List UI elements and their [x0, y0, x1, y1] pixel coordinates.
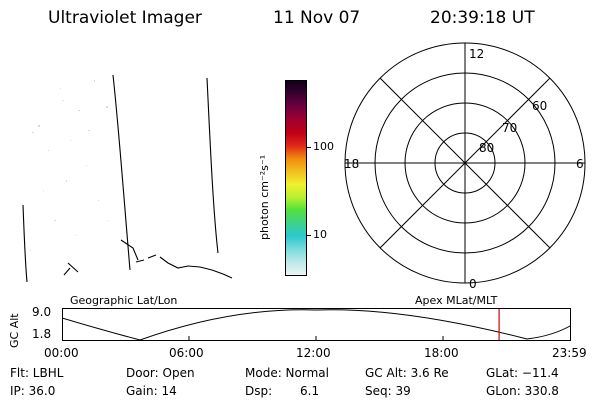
- gain-label: Gain: 14: [126, 384, 177, 398]
- instrument-title: Ultraviolet Imager: [48, 8, 202, 28]
- mode-label: Mode: Normal: [245, 366, 329, 380]
- timeline-left-label: Geographic Lat/Lon: [70, 294, 178, 307]
- mlat-label-70: 70: [502, 121, 517, 135]
- time-tick-1800: 18:00: [424, 346, 459, 360]
- colorbar-ticks: 100 10: [307, 80, 347, 276]
- mlt-label-6: 6: [576, 157, 584, 171]
- mlt-label-12: 12: [469, 47, 484, 61]
- coastline-outlines: [22, 74, 233, 283]
- timeline-y-min: 1.8: [32, 327, 52, 341]
- geographic-image-panel: [22, 74, 233, 283]
- diagonal-2: [379, 77, 551, 249]
- altitude-curve: [62, 309, 571, 341]
- noise-speckles: [30, 80, 109, 251]
- altitude-timeline: [62, 308, 571, 341]
- polar-mlat-mlt-plot: 12 6 0 18 60 70 80: [344, 42, 586, 291]
- ip-label: IP: 36.0: [10, 384, 56, 398]
- timeline-y-axis-label: GC Alt: [8, 313, 21, 348]
- time-tick-1200: 12:00: [296, 346, 331, 360]
- colorbar: [285, 80, 307, 276]
- colorbar-tick-label: 100: [313, 140, 334, 153]
- glon-label: GLon: 330.8: [486, 384, 559, 398]
- colorbar-tick-label: 10: [313, 228, 327, 241]
- colorbar-unit-label: photon cm⁻²s⁻¹: [258, 154, 271, 240]
- time-tick-0000: 00:00: [44, 346, 79, 360]
- time-tick-0600: 06:00: [169, 346, 204, 360]
- mlt-label-0: 0: [469, 277, 477, 291]
- timeline-ticks: [188, 336, 444, 341]
- date-label: 11 Nov 07: [273, 8, 361, 28]
- dsp-label: Dsp:: [245, 384, 273, 398]
- filter-label: Flt: LBHL: [10, 366, 64, 380]
- mlat-label-60: 60: [532, 99, 547, 113]
- seq-label: Seq: 39: [365, 384, 411, 398]
- gc-alt-label: GC Alt: 3.6 Re: [365, 366, 449, 380]
- timeline-y-max: 9.0: [32, 305, 52, 319]
- timeline-right-label: Apex MLat/MLT: [415, 294, 498, 307]
- time-tick-2359: 23:59: [552, 346, 587, 360]
- door-label: Door: Open: [126, 366, 195, 380]
- glat-label: GLat: −11.4: [486, 366, 559, 380]
- time-label: 20:39:18 UT: [430, 8, 535, 28]
- mlat-label-80: 80: [479, 141, 494, 155]
- mlt-label-18: 18: [344, 157, 359, 171]
- dsp-value: 6.1: [300, 384, 320, 398]
